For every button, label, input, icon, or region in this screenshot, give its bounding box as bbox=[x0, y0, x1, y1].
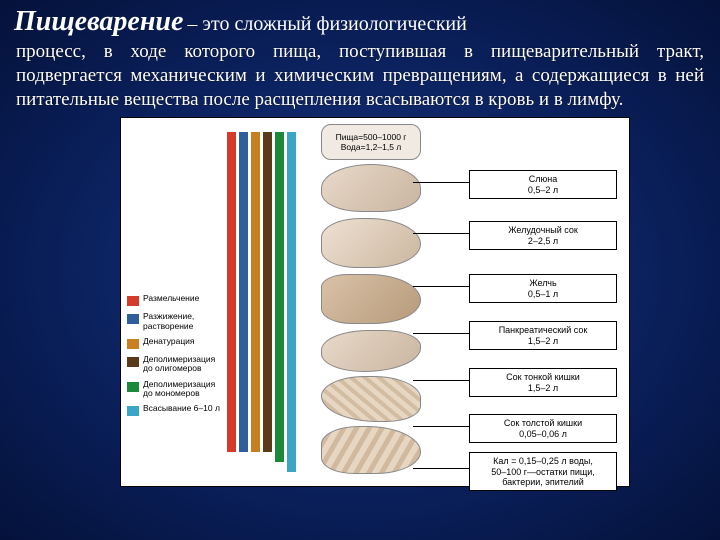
secretion-text: Желчь 0,5–1 л bbox=[528, 278, 558, 298]
organ-pancreas bbox=[321, 330, 421, 372]
swatch-icon bbox=[127, 314, 139, 324]
process-bar-4 bbox=[263, 132, 272, 452]
legend-text: Денатурация bbox=[143, 337, 195, 346]
secretion-label: Желудочный сок 2–2,5 л bbox=[469, 221, 617, 250]
swatch-icon bbox=[127, 339, 139, 349]
legend-text: Размельчение bbox=[143, 294, 199, 303]
title-rest: – это сложный физиологический bbox=[187, 13, 466, 35]
intake-text: Пища=500–1000 г Вода=1,2–1,5 л bbox=[336, 132, 407, 152]
swatch-icon bbox=[127, 296, 139, 306]
connector bbox=[413, 286, 469, 287]
connector bbox=[413, 182, 469, 183]
legend: Размельчение Разжижение, растворение Ден… bbox=[127, 294, 223, 422]
legend-item: Деполимери­зация до моно­меров bbox=[127, 380, 223, 399]
organ-large-int bbox=[321, 426, 421, 474]
swatch-icon bbox=[127, 382, 139, 392]
legend-item: Деполимери­зация до оли­гомеров bbox=[127, 355, 223, 374]
process-bar-2 bbox=[239, 132, 248, 452]
secretion-label: Панкреатический сок 1,5–2 л bbox=[469, 321, 617, 350]
definition-paragraph: процесс, в ходе которого пища, поступивш… bbox=[0, 38, 720, 117]
legend-text: Деполимери­зация до оли­гомеров bbox=[143, 355, 223, 374]
process-bar-5 bbox=[275, 132, 284, 462]
secretion-text: Панкреатический сок 1,5–2 л bbox=[499, 325, 588, 345]
connector bbox=[413, 426, 469, 427]
legend-text: Разжижение, растворение bbox=[143, 312, 223, 331]
secretion-text: Кал = 0,15–0,25 л воды, 50–100 г—остатки… bbox=[491, 456, 595, 487]
secretion-label: Слюна 0,5–2 л bbox=[469, 170, 617, 199]
secretion-label: Сок тонкой кишки 1,5–2 л bbox=[469, 368, 617, 397]
intake-box: Пища=500–1000 г Вода=1,2–1,5 л bbox=[321, 124, 421, 160]
connector bbox=[413, 380, 469, 381]
legend-text: Всасывание 6–10 л bbox=[143, 404, 220, 413]
legend-item: Разжижение, растворение bbox=[127, 312, 223, 331]
secretion-label: Кал = 0,15–0,25 л воды, 50–100 г—остатки… bbox=[469, 452, 617, 491]
slide-heading: Пищеварение – это сложный физиологически… bbox=[0, 0, 720, 38]
organ-stomach bbox=[321, 218, 421, 268]
connector bbox=[413, 468, 469, 469]
legend-text: Деполимери­зация до моно­меров bbox=[143, 380, 223, 399]
legend-item: Размельчение bbox=[127, 294, 223, 306]
secretion-text: Желудочный сок 2–2,5 л bbox=[508, 225, 578, 245]
swatch-icon bbox=[127, 406, 139, 416]
secretion-label: Желчь 0,5–1 л bbox=[469, 274, 617, 303]
organ-column: Пища=500–1000 г Вода=1,2–1,5 л bbox=[311, 124, 431, 482]
digestion-diagram: Размельчение Разжижение, растворение Ден… bbox=[120, 117, 630, 487]
organ-liver bbox=[321, 274, 421, 324]
organ-mouth bbox=[321, 164, 421, 212]
connector bbox=[413, 233, 469, 234]
legend-item: Денатурация bbox=[127, 337, 223, 349]
secretion-text: Сок тонкой кишки 1,5–2 л bbox=[506, 372, 580, 392]
swatch-icon bbox=[127, 357, 139, 367]
process-bar-3 bbox=[251, 132, 260, 452]
process-bar-6 bbox=[287, 132, 296, 472]
secretion-text: Сок толстой кишки 0,05–0,06 л bbox=[504, 418, 582, 438]
secretion-text: Слюна 0,5–2 л bbox=[528, 174, 558, 194]
process-bar-1 bbox=[227, 132, 236, 452]
legend-item: Всасывание 6–10 л bbox=[127, 404, 223, 416]
connector bbox=[413, 333, 469, 334]
secretion-label: Сок толстой кишки 0,05–0,06 л bbox=[469, 414, 617, 443]
organ-small-int bbox=[321, 376, 421, 422]
title-word: Пищеварение bbox=[14, 6, 183, 37]
